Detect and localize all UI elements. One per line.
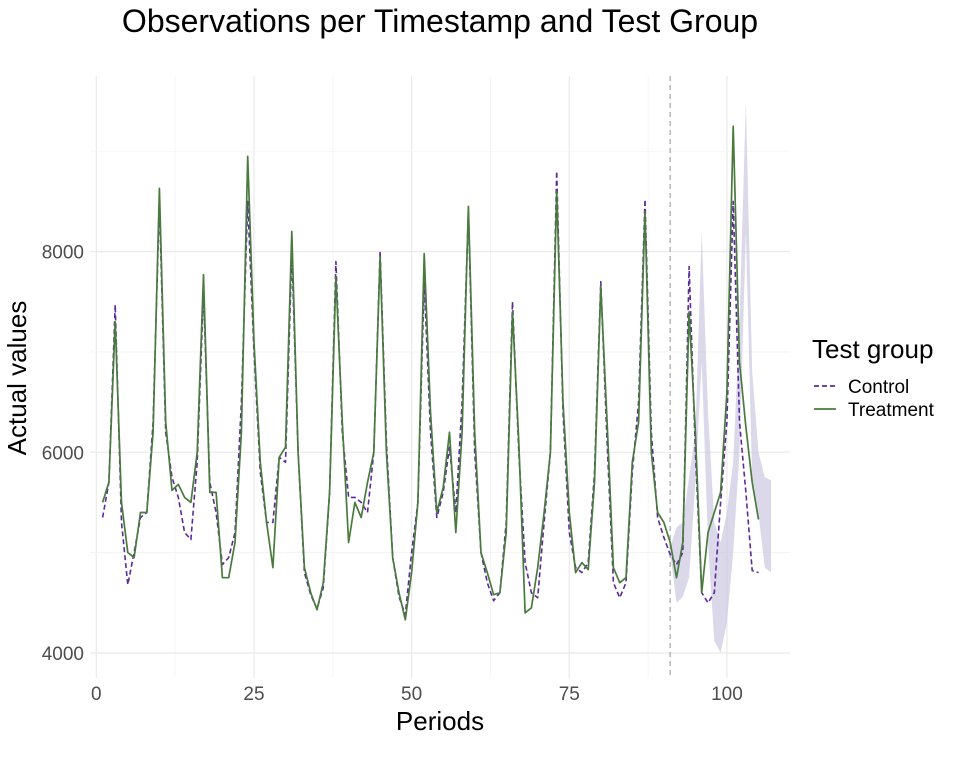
x-axis-title: Periods bbox=[396, 706, 484, 736]
chart-title: Observations per Timestamp and Test Grou… bbox=[122, 3, 758, 39]
y-tick-label: 4000 bbox=[42, 644, 84, 665]
y-axis-ticks: 4000 6000 8000 bbox=[42, 243, 84, 665]
series-lines bbox=[101, 125, 760, 621]
x-tick-label: 100 bbox=[711, 684, 743, 705]
series-line-treatment bbox=[101, 125, 760, 621]
legend-title: Test group bbox=[812, 334, 933, 364]
legend-label-treatment: Treatment bbox=[848, 400, 935, 421]
x-tick-label: 0 bbox=[91, 684, 102, 705]
x-tick-label: 25 bbox=[243, 684, 264, 705]
legend-label-control: Control bbox=[848, 377, 909, 398]
plot-grid bbox=[90, 76, 790, 678]
x-axis-ticks: 0 25 50 75 100 bbox=[91, 684, 743, 705]
y-tick-label: 6000 bbox=[42, 443, 84, 464]
confidence-band bbox=[670, 101, 772, 653]
y-axis-title: Actual values bbox=[2, 301, 32, 456]
confidence-band-layer bbox=[670, 101, 772, 653]
x-tick-label: 75 bbox=[559, 684, 580, 705]
x-tick-label: 50 bbox=[401, 684, 422, 705]
y-tick-label: 8000 bbox=[42, 243, 84, 264]
